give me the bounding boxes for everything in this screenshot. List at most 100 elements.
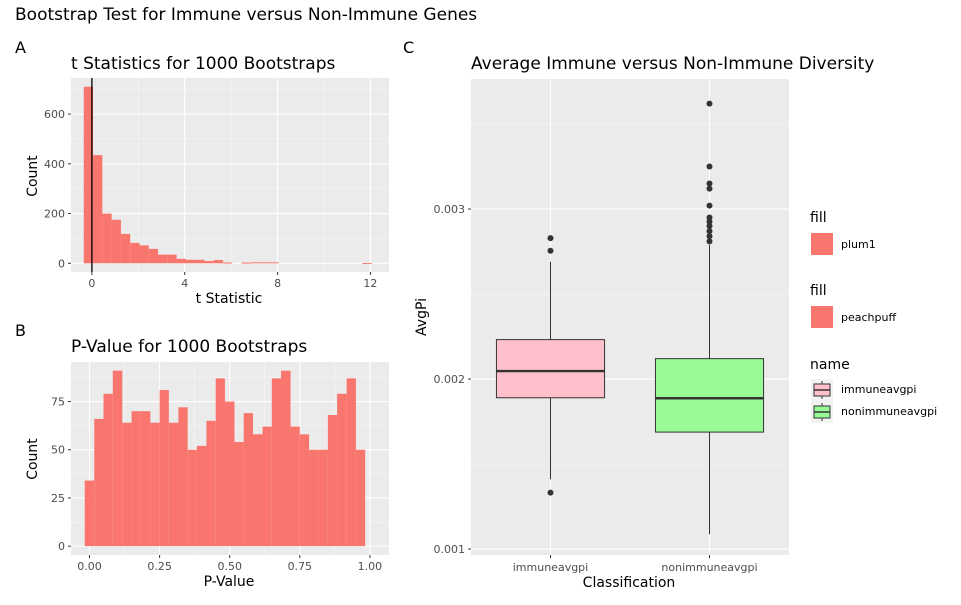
panel-c-outlier-point (547, 247, 554, 254)
panel-b-histogram-bar (271, 378, 282, 547)
legend-label-nonimmuneavgpi: nonimmuneavgpi (841, 405, 937, 418)
figure-title: Bootstrap Test for Immune versus Non-Imm… (15, 5, 477, 25)
panel-a-xtick-label: 12 (363, 277, 377, 290)
panel-b-xtick-label: 1.00 (358, 560, 383, 573)
panel-c-ytick-label: 0.002 (434, 373, 466, 386)
panel-b-histogram-bar (131, 411, 141, 547)
panel-a-histogram-bar (176, 258, 186, 264)
panel-b-plot: 0.00 0.25 0.50 0.75 1.00 0 25 50 75 (51, 362, 389, 573)
panel-b-tag: B (15, 321, 26, 340)
panel-b-histogram-bar (140, 411, 151, 547)
panel-a-histogram-bar (130, 242, 140, 264)
panel-b-histogram-bar (112, 370, 123, 547)
panel-c-outlier-point (706, 100, 713, 107)
panel-c-box-immuneavgpi (495, 339, 606, 399)
panel-c-xlabel: Classification (583, 575, 676, 591)
legend-label-peachpuff: peachpuff (841, 311, 896, 324)
panel-b-histogram-bar (206, 420, 216, 547)
panel-b-histogram-bar (318, 449, 328, 547)
panel-a-xlabel: t Statistic (196, 291, 263, 307)
panel-a-histogram-bar (204, 261, 214, 264)
legend-label-plum1: plum1 (841, 238, 876, 251)
panel-b-histogram-bar (103, 393, 113, 547)
panel-b-histogram-bar (224, 401, 235, 547)
panel-c-outlier-point (706, 185, 713, 192)
legend-key-nonimmuneavgpi (811, 401, 833, 423)
panel-b-histogram-bar (84, 480, 95, 547)
panel-a-histogram-bar (158, 254, 168, 264)
panel-a-xtick-label: 0 (88, 277, 95, 290)
panel-c-plot: 0.001 0.002 0.003 immuneavgpi nonimmuneavgpi (434, 79, 789, 574)
panel-b-xtick-label: 0.25 (147, 560, 172, 573)
panel-c-outlier-point (706, 233, 713, 240)
panel-a-histogram-bar (250, 262, 261, 264)
panel-b-histogram-bar (299, 434, 310, 547)
panel-c-outlier-point (706, 180, 713, 187)
panel-a-histogram-bar (120, 233, 131, 264)
panel-b-ytick-label: 75 (51, 396, 65, 409)
legend-key-plum1 (811, 233, 833, 255)
panel-a-plot: 0 4 8 12 0 200 400 600 (44, 78, 389, 290)
panel-a-histogram-bar (223, 262, 233, 264)
legend-key-immuneavgpi (811, 379, 833, 401)
panel-b-histogram-bar (309, 449, 319, 547)
panel-c-ytick-label: 0.001 (434, 543, 466, 556)
panel-c-box-nonimmuneavgpi (654, 358, 765, 433)
panel-b-histogram-bar (327, 415, 338, 547)
legend-label-immuneavgpi: immuneavgpi (841, 383, 916, 396)
panel-b-ytick-label: 50 (51, 444, 65, 457)
panel-a-ytick-label: 400 (44, 158, 65, 171)
panel-a-histogram-bar (139, 245, 149, 264)
panel-b-histogram-bar (94, 418, 104, 547)
panel-a-ytick-label: 0 (58, 257, 65, 270)
panel-b-histogram-bar (337, 393, 347, 547)
panel-b-histogram-bar (346, 378, 356, 547)
legend: fill plum1 fill peachpuff name immuneavg… (810, 210, 937, 423)
panel-a-histogram-bar (195, 259, 205, 264)
panel-b-ytick-label: 25 (51, 492, 65, 505)
panel-c-outlier-point (706, 223, 713, 230)
panel-a-histogram-bar (111, 219, 121, 264)
panel-b-histogram-bar (252, 434, 263, 547)
panel-c-outlier-point (706, 228, 713, 235)
legend-title-fill-1: fill (810, 210, 827, 226)
panel-b-ytick-label: 0 (58, 540, 65, 553)
panel-b-ylabel: Count (25, 438, 41, 480)
panel-b-histogram-bar (262, 426, 272, 547)
panel-a-histogram-bar (362, 263, 372, 265)
legend-key-peachpuff (811, 306, 833, 328)
panel-c-panel-bg (471, 79, 789, 555)
panel-b-histogram-bar (355, 449, 366, 547)
panel-c-outlier-point (706, 218, 713, 225)
panel-b-histogram-bar (215, 378, 225, 547)
panel-b-histogram-bar (234, 442, 244, 547)
panel-a-histogram-bar (260, 262, 270, 264)
panel-a-histogram-bar (185, 259, 196, 264)
panel-b-title: P-Value for 1000 Bootstraps (71, 337, 307, 357)
panel-b-histogram-bar (281, 370, 291, 547)
panel-b-histogram-bar (290, 426, 300, 547)
panel-c-ylabel: AvgPi (414, 298, 430, 336)
panel-b-histogram-bar (187, 449, 197, 547)
panel-a-histogram-bar (213, 260, 224, 264)
panel-b-histogram-bar (122, 422, 132, 547)
panel-b-histogram-bar (159, 389, 169, 547)
panel-c-outlier-point (706, 163, 713, 170)
panel-a-histogram-bar (148, 248, 159, 264)
panel-b-histogram-bar (243, 413, 253, 547)
legend-title-name: name (810, 357, 850, 373)
panel-c-outlier-point (706, 202, 713, 209)
panel-a-title: t Statistics for 1000 Bootstraps (71, 54, 335, 74)
legend-title-fill-2: fill (810, 283, 827, 299)
panel-c-tag: C (403, 38, 414, 57)
panel-b-xtick-label: 0.75 (288, 560, 313, 573)
panel-a-ytick-label: 600 (44, 108, 65, 121)
panel-a-histogram-bar (241, 262, 251, 264)
panel-c-outlier-point (706, 214, 713, 221)
panel-b-xtick-label: 0.00 (77, 560, 102, 573)
panel-a-tag: A (15, 38, 26, 57)
panel-a-xtick-label: 4 (181, 277, 188, 290)
panel-c-title: Average Immune versus Non-Immune Diversi… (471, 54, 874, 74)
panel-a-histogram-bar (269, 262, 279, 264)
